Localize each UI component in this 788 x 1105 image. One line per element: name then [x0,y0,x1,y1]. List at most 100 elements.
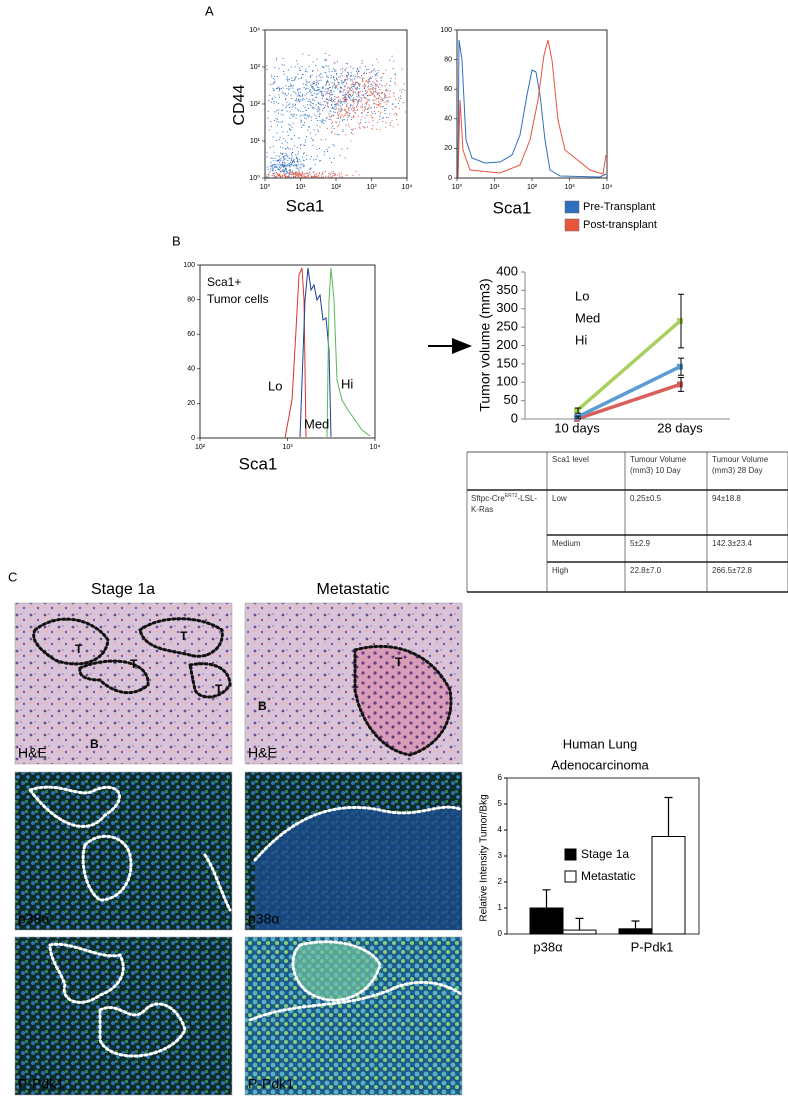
density-dot [342,119,343,120]
density-dot [336,103,337,104]
density-dot [311,84,312,85]
density-dot [284,165,285,166]
density-dot [323,120,324,121]
density-dot [292,114,293,115]
density-dot [362,104,363,105]
density-dot [274,76,275,77]
density-dot [285,169,286,170]
density-dot [322,173,323,174]
density-dot [338,96,339,97]
gate-label: Lo [268,378,282,393]
density-dot [331,172,332,173]
density-dot [293,80,294,81]
density-dot [370,77,371,78]
density-dot [385,90,386,91]
legend-swatch [565,201,579,213]
density-dot [385,127,386,128]
density-dot [364,126,365,127]
density-dot [331,105,332,106]
density-dot [288,124,289,125]
density-dot [398,103,399,104]
density-dot [340,76,341,77]
density-dot [293,174,294,175]
density-dot [372,65,373,66]
density-dot [288,176,289,177]
x-tick-label: P-Pdk1 [631,939,674,954]
density-dot [268,174,269,175]
density-dot [312,82,313,83]
density-dot [321,174,322,175]
density-dot [332,94,333,95]
density-dot [363,126,364,127]
density-dot [324,101,325,102]
density-dot [300,78,301,79]
density-dot [281,165,282,166]
density-dot [370,88,371,89]
density-dot [340,69,341,70]
density-dot [350,89,351,90]
density-dot [326,65,327,66]
density-dot [273,171,274,172]
density-dot [301,120,302,121]
density-dot [277,88,278,89]
density-dot [280,164,281,165]
density-dot [350,76,351,77]
density-dot [317,120,318,121]
density-dot [378,72,379,73]
density-dot [351,129,352,130]
y-tick-label: 4 [498,825,503,834]
density-dot [266,65,267,66]
density-dot [368,122,369,123]
density-dot [348,95,349,96]
density-dot [269,129,270,130]
density-dot [332,173,333,174]
density-dot [312,100,313,101]
density-dot [293,176,294,177]
density-dot [283,115,284,116]
density-dot [334,69,335,70]
density-dot [306,118,307,119]
y-tick-label: 10⁴ [249,27,260,34]
density-dot [280,168,281,169]
density-dot [375,86,376,87]
density-dot [313,70,314,71]
density-dot [346,94,347,95]
density-dot [311,168,312,169]
density-dot [283,93,284,94]
density-dot [371,78,372,79]
density-dot [272,158,273,159]
density-dot [382,106,383,107]
density-dot [284,162,285,163]
density-dot [302,74,303,75]
density-dot [357,93,358,94]
density-dot [273,103,274,104]
density-dot [372,129,373,130]
density-dot [364,72,365,73]
legend-label: Metastatic [581,869,636,883]
density-dot [278,68,279,69]
density-dot [319,75,320,76]
density-dot [382,121,383,122]
density-dot [358,122,359,123]
density-dot [343,95,344,96]
density-dot [377,122,378,123]
density-dot [330,119,331,120]
density-dot [341,109,342,110]
density-dot [345,114,346,115]
density-dot [358,94,359,95]
density-dot [387,90,388,91]
column-header: Metastatic [317,581,390,598]
density-dot [276,155,277,156]
density-dot [298,173,299,174]
density-dot [326,84,327,85]
density-dot [348,109,349,110]
density-dot [317,59,318,60]
density-dot [313,103,314,104]
density-dot [273,88,274,89]
